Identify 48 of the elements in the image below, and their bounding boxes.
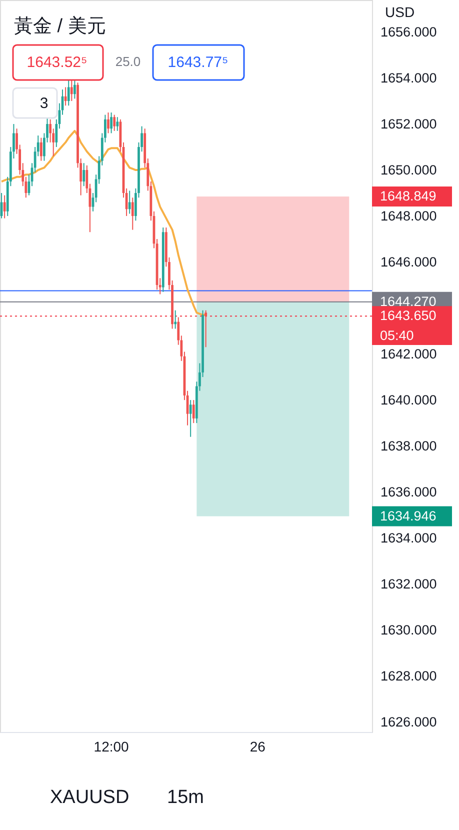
- annotation: 1643.52⁵: [26, 54, 88, 71]
- candlestick: [189, 400, 192, 438]
- y-tick-label: 1640.000: [380, 392, 437, 408]
- candlestick: [3, 194, 6, 219]
- y-tick-label: 1638.000: [380, 438, 437, 454]
- candlestick: [174, 310, 177, 330]
- line-series: [0, 130, 207, 316]
- y-tick-label: 1650.000: [380, 162, 437, 178]
- candlestick: [128, 190, 131, 214]
- candlestick: [70, 80, 73, 102]
- text: 05:40: [380, 328, 414, 343]
- text: XAUUSD: [50, 787, 130, 808]
- band-label: 1648.849: [380, 188, 436, 204]
- candlestick: [67, 80, 70, 106]
- x-tick-label: 26: [250, 738, 266, 754]
- candlestick: [113, 114, 116, 132]
- y-tick-label: 1652.000: [380, 116, 437, 132]
- candlestick: [107, 112, 110, 134]
- candlestick: [74, 80, 76, 100]
- candlestick: [192, 400, 195, 424]
- candlestick: [64, 86, 67, 106]
- annotation: 25.0: [115, 54, 141, 69]
- text: 15m: [167, 787, 204, 808]
- candlestick: [204, 310, 208, 348]
- y-tick-label: 1630.000: [380, 622, 437, 638]
- x-tick-label: 12:00: [94, 738, 130, 754]
- y-tick-label: 1632.000: [380, 576, 437, 592]
- candlestick: [40, 137, 42, 162]
- band-label: 1634.946: [380, 508, 436, 524]
- annotation: 3: [40, 95, 48, 112]
- candlestick: [116, 116, 119, 132]
- text: 黃金 / 美元: [14, 15, 106, 37]
- annotation: 1643.77⁵: [168, 54, 228, 71]
- candlestick: [82, 162, 86, 187]
- ref-line-label: 1643.650: [380, 308, 436, 324]
- y-tick-label: 1648.000: [380, 208, 437, 224]
- y-tick-label: 1654.000: [380, 70, 437, 86]
- y-tick-label: 1636.000: [380, 484, 437, 500]
- y-tick-label: 1634.000: [380, 530, 437, 546]
- ref-line-label: 1644.270: [380, 294, 436, 309]
- y-tick-label: 1646.000: [380, 254, 437, 270]
- text: USD: [385, 4, 415, 20]
- candlestick: [110, 112, 112, 134]
- y-tick-label: 1628.000: [380, 668, 437, 684]
- y-tick-label: 1642.000: [380, 346, 437, 362]
- y-tick-label: 1656.000: [380, 24, 437, 40]
- y-tick-label: 1626.000: [380, 714, 437, 730]
- candlestick: [131, 197, 134, 230]
